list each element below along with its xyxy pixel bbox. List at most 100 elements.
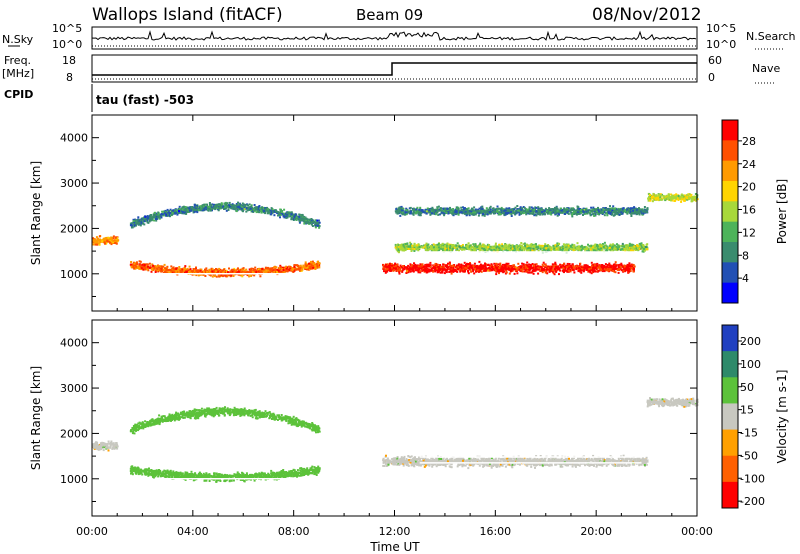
power-cell bbox=[553, 266, 556, 269]
noise-left-label: N.Sky bbox=[2, 33, 34, 46]
power-cell bbox=[626, 249, 629, 252]
power-cell bbox=[478, 247, 481, 250]
power-cell bbox=[545, 268, 548, 271]
power-cell bbox=[521, 268, 524, 271]
power-cell bbox=[627, 268, 630, 271]
power-cell bbox=[224, 205, 227, 208]
power-cell bbox=[281, 268, 284, 270]
power-cell bbox=[530, 267, 533, 270]
power-cell bbox=[504, 243, 507, 245]
power-cell bbox=[197, 209, 200, 212]
power-cell bbox=[467, 263, 470, 265]
power-cell bbox=[519, 269, 522, 272]
power-cell bbox=[559, 263, 562, 266]
frequency-panel-frame bbox=[91, 54, 698, 83]
power-cell bbox=[105, 241, 108, 244]
power-cell bbox=[186, 267, 189, 270]
power-cell bbox=[218, 269, 221, 271]
power-cell bbox=[106, 239, 109, 242]
power-cell bbox=[414, 265, 417, 268]
power-cell bbox=[147, 265, 149, 268]
power-cell bbox=[555, 247, 558, 250]
power-cell bbox=[582, 266, 585, 269]
power-cell bbox=[552, 272, 555, 275]
power-cell bbox=[399, 264, 402, 267]
power-cell bbox=[460, 264, 463, 267]
power-cell bbox=[107, 240, 110, 243]
power-cell bbox=[282, 269, 285, 271]
power-cell bbox=[177, 211, 180, 214]
power-cell bbox=[155, 265, 158, 268]
power-cell bbox=[398, 270, 400, 273]
power-cell bbox=[303, 215, 306, 218]
power-cell bbox=[223, 268, 225, 271]
power-cell bbox=[593, 264, 596, 267]
frequency-label-2: [MHz] bbox=[2, 67, 34, 80]
power-cell bbox=[179, 209, 182, 212]
power-cell bbox=[610, 269, 613, 272]
power-cell bbox=[146, 215, 149, 218]
power-cell bbox=[448, 243, 451, 246]
power-cell bbox=[625, 244, 628, 247]
power-cell bbox=[536, 265, 539, 268]
power-cell bbox=[261, 209, 264, 212]
power-cell bbox=[93, 239, 95, 242]
power-cell bbox=[267, 268, 270, 270]
power-cell bbox=[536, 268, 539, 271]
power-cell bbox=[230, 207, 233, 210]
power-cell bbox=[279, 264, 282, 267]
power-cell bbox=[149, 265, 152, 268]
power-cell bbox=[206, 270, 209, 273]
power-cell bbox=[308, 262, 310, 265]
power-cell bbox=[185, 212, 188, 215]
power-cell bbox=[596, 262, 599, 265]
power-cell bbox=[455, 268, 458, 271]
power-cell bbox=[580, 249, 583, 252]
power-cell bbox=[475, 270, 477, 273]
power-cell bbox=[562, 267, 565, 270]
power-cell bbox=[617, 265, 620, 268]
power-cell bbox=[93, 238, 96, 241]
power-cell bbox=[503, 263, 506, 266]
power-cell bbox=[259, 275, 262, 278]
power-cell bbox=[497, 248, 500, 251]
power-cell bbox=[580, 248, 583, 251]
power-cell bbox=[583, 264, 586, 267]
power-cell bbox=[609, 269, 612, 272]
power-cell bbox=[516, 267, 519, 270]
power-cell bbox=[243, 271, 245, 274]
power-cell bbox=[133, 224, 136, 227]
power-cell bbox=[577, 268, 580, 271]
power-cell bbox=[219, 269, 222, 272]
power-cell bbox=[599, 243, 602, 246]
power-cell bbox=[286, 216, 289, 219]
power-cell bbox=[305, 222, 308, 225]
power-cell bbox=[512, 246, 515, 249]
power-cell bbox=[483, 245, 486, 248]
power-cell bbox=[468, 244, 471, 247]
date-title: 08/Nov/2012 bbox=[592, 5, 702, 25]
power-cell bbox=[520, 248, 523, 251]
power-cell bbox=[219, 203, 222, 206]
power-cell bbox=[492, 267, 495, 270]
power-cell bbox=[429, 264, 432, 267]
power-scatter bbox=[92, 192, 699, 278]
power-cell bbox=[600, 265, 603, 268]
power-cell bbox=[413, 248, 416, 250]
power-cell bbox=[605, 249, 608, 252]
power-cell bbox=[256, 270, 259, 273]
power-cell bbox=[493, 249, 496, 252]
power-cell bbox=[276, 269, 279, 271]
power-cell bbox=[266, 208, 269, 210]
power-cell bbox=[568, 266, 570, 269]
power-cell bbox=[618, 263, 621, 266]
power-cell bbox=[132, 218, 135, 221]
power-cell bbox=[624, 266, 627, 269]
power-cell bbox=[150, 268, 153, 271]
power-cell bbox=[143, 220, 146, 223]
power-cell bbox=[317, 219, 320, 222]
power-cell bbox=[612, 270, 615, 272]
power-cell bbox=[167, 211, 170, 214]
power-cell bbox=[470, 266, 473, 269]
